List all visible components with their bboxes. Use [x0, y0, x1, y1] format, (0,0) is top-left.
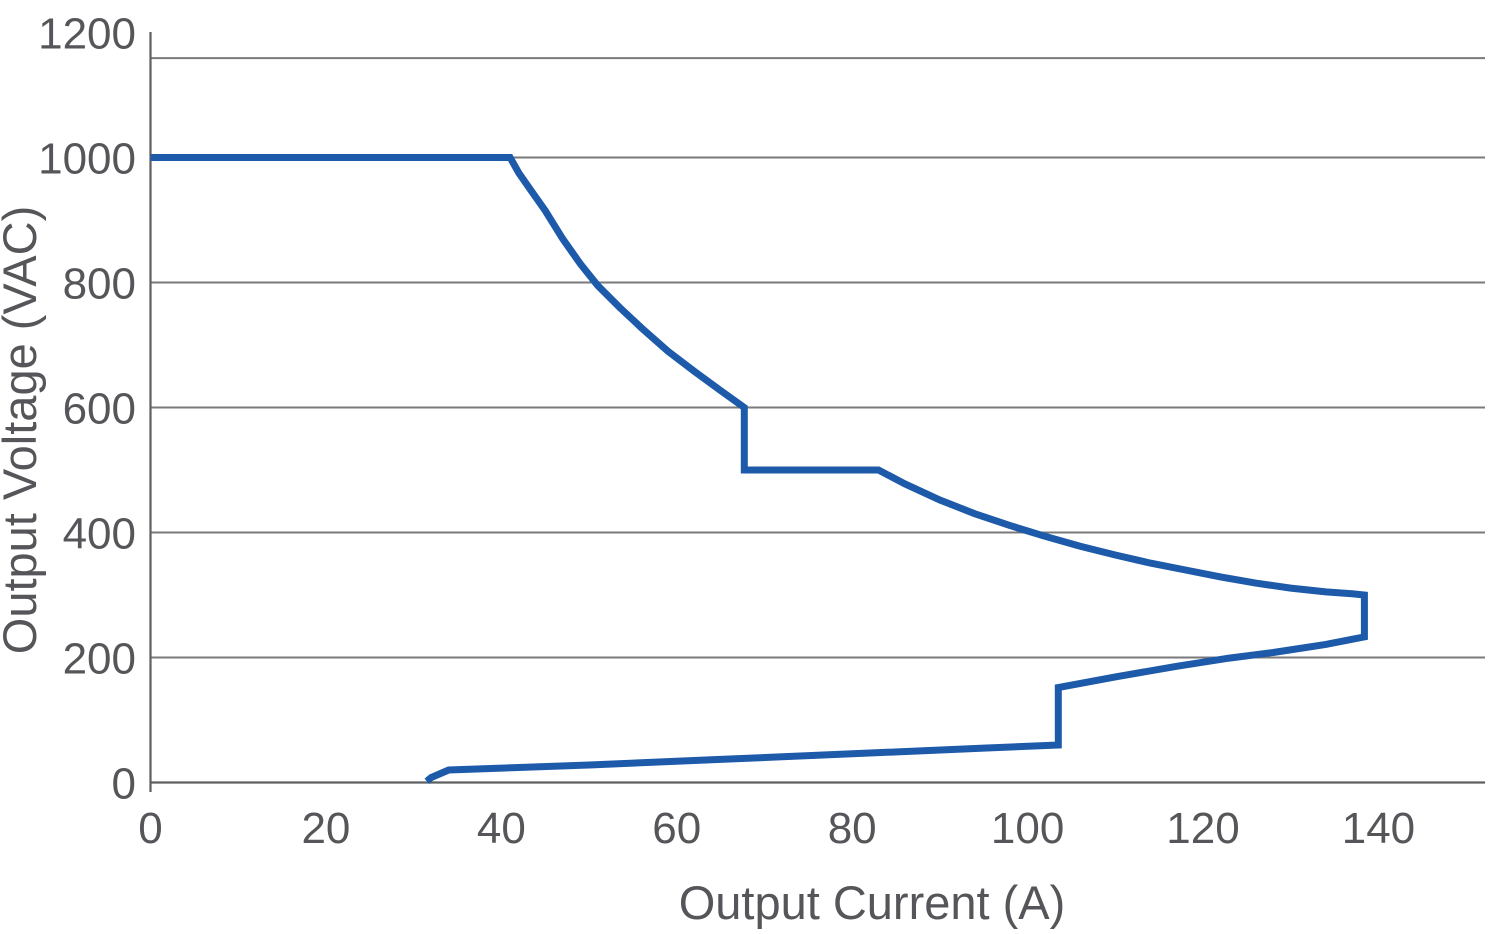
- x-axis-title: Output Current (A): [679, 876, 1066, 929]
- curve-operating-envelope: [150, 154, 1368, 784]
- x-tick-label: 40: [477, 804, 526, 853]
- x-tick-labels: 0 20 40 60 80 100 120 140: [138, 804, 1415, 853]
- y-tick-label: 0: [112, 759, 136, 808]
- y-tick-label: 200: [63, 634, 136, 683]
- y-tick-label: 400: [63, 509, 136, 558]
- y-tick-label: 1200: [38, 9, 136, 58]
- x-tick-label: 120: [1166, 804, 1239, 853]
- x-tick-label: 0: [138, 804, 162, 853]
- x-tick-label: 20: [301, 804, 350, 853]
- y-tick-label: 800: [63, 259, 136, 308]
- x-tick-label: 60: [652, 804, 701, 853]
- y-axis-title: Output Voltage (VAC): [0, 206, 46, 654]
- x-tick-label: 140: [1342, 804, 1415, 853]
- y-tick-labels: 0 200 400 600 800 1000 1200: [38, 9, 136, 808]
- y-tick-label: 1000: [38, 134, 136, 183]
- x-tick-label: 80: [828, 804, 877, 853]
- y-tick-label: 600: [63, 384, 136, 433]
- x-tick-label: 100: [991, 804, 1064, 853]
- gridlines: [150, 57, 1485, 659]
- axes: [149, 32, 1485, 792]
